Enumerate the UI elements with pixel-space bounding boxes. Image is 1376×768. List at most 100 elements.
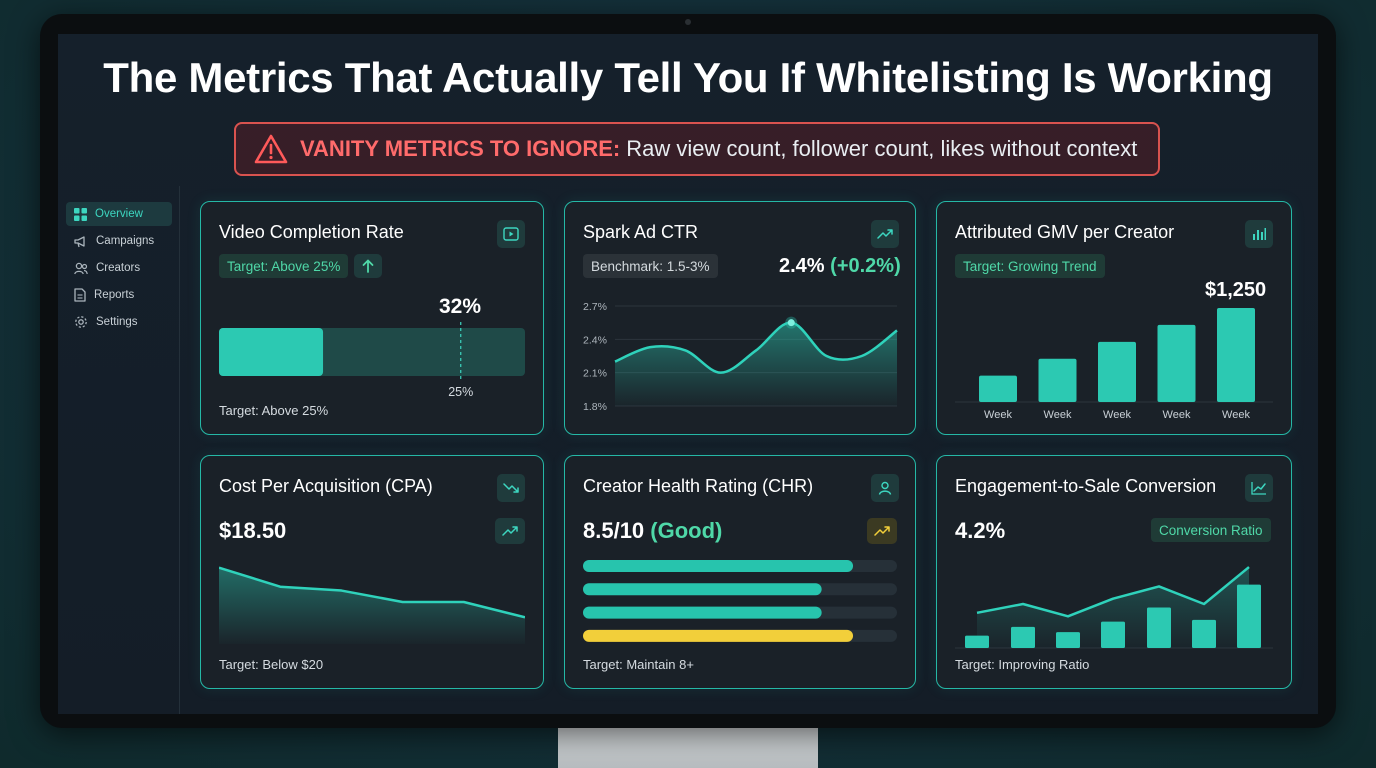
y-tick-label: 1.8% — [583, 401, 607, 413]
cpa-value: $18.50 — [219, 518, 287, 543]
sidebar-item-label: Campaigns — [96, 235, 155, 247]
user-icon — [878, 481, 892, 495]
document-icon — [74, 288, 86, 302]
gmv-value: $1,250 — [1205, 279, 1267, 301]
card-title: Attributed GMV per Creator — [955, 222, 1175, 242]
target-marker-label: 25% — [448, 385, 473, 399]
card-title: Video Completion Rate — [219, 222, 404, 242]
ctr-area — [615, 322, 897, 406]
grid-icon — [74, 207, 87, 221]
trend-up-icon — [874, 526, 890, 536]
card-title: Spark Ad CTR — [583, 222, 699, 242]
x-tick-label: Week — [1044, 409, 1072, 421]
card-title: Engagement-to-Sale Conversion — [955, 476, 1217, 496]
x-tick-label: Week — [1222, 409, 1250, 421]
x-tick-label: Week — [1103, 409, 1131, 421]
bar — [1147, 607, 1171, 648]
card-spark-ad-ctr: Spark Ad CTR Benchmark: 1.5-3% 2.4% (+0.… — [564, 201, 916, 435]
card-footer: Target: Maintain 8+ — [583, 657, 694, 672]
completion-value: 32% — [439, 295, 482, 318]
card-engagement-to-sale: Engagement-to-Sale Conversion 4.2% Conve… — [936, 455, 1292, 689]
chr-status: (Good) — [650, 518, 723, 543]
bar — [1098, 341, 1136, 402]
trend-indicator — [867, 518, 897, 544]
target-pill: Target: Growing Trend — [955, 254, 1105, 278]
target-pill: Target: Above 25% — [219, 254, 349, 278]
chr-bar-fill — [583, 606, 822, 619]
progress-fill — [219, 328, 324, 376]
bar — [979, 375, 1017, 402]
bar — [1011, 626, 1035, 648]
cpa-area-chart — [219, 566, 525, 644]
alert-lead: VANITY METRICS TO IGNORE: — [300, 136, 621, 161]
card-creator-health-rating: Creator Health Rating (CHR) 8.5/10 (Good… — [564, 455, 916, 689]
arrow-up-icon — [362, 259, 374, 273]
sidebar-item-label: Settings — [96, 316, 138, 328]
bar — [1056, 632, 1080, 648]
sidebar-item-campaigns[interactable]: Campaigns — [66, 229, 172, 253]
conversion-value: 4.2% — [955, 518, 1006, 543]
conversion-series-line — [976, 566, 1250, 618]
chr-bar-fill — [583, 629, 854, 642]
sidebar: Overview Campaigns Creators R — [58, 186, 180, 714]
bar — [1101, 621, 1125, 648]
monitor-stand — [558, 726, 818, 768]
card-footer: Target: Improving Ratio — [955, 657, 1090, 672]
conversion-area — [977, 567, 1249, 648]
ctr-value: 2.4% — [779, 255, 825, 277]
sidebar-item-overview[interactable]: Overview — [66, 202, 172, 226]
sidebar-item-reports[interactable]: Reports — [66, 283, 172, 307]
bar — [1038, 358, 1077, 402]
chr-value: 8.5/10 — [583, 518, 645, 543]
webcam-icon — [685, 19, 691, 25]
chr-bar-fill — [583, 583, 822, 596]
sidebar-item-label: Overview — [95, 208, 143, 220]
vanity-metrics-alert: VANITY METRICS TO IGNORE: Raw view count… — [234, 122, 1160, 176]
sidebar-item-settings[interactable]: Settings — [66, 310, 172, 334]
sidebar-item-creators[interactable]: Creators — [66, 256, 172, 280]
megaphone-icon — [74, 235, 85, 247]
cpa-area — [219, 567, 525, 644]
card-attributed-gmv: Attributed GMV per Creator Target: Growi… — [936, 201, 1292, 435]
bar-chart-icon-button[interactable] — [1245, 220, 1273, 248]
bar — [1237, 584, 1261, 648]
trend-up-icon — [877, 229, 893, 239]
arrow-up-indicator — [354, 254, 382, 278]
bar — [1192, 619, 1216, 648]
bar-chart-icon — [1253, 228, 1266, 240]
y-tick-label: 2.7% — [583, 301, 607, 313]
sidebar-item-label: Reports — [94, 289, 135, 301]
ctr-delta: (+0.2%) — [830, 255, 901, 277]
users-icon — [74, 262, 88, 274]
play-icon — [503, 227, 519, 241]
dashboard-screen: The Metrics That Actually Tell You If Wh… — [58, 34, 1318, 714]
trend-indicator — [495, 518, 525, 544]
completion-progress-bar: 25% — [219, 322, 525, 399]
user-icon-button[interactable] — [871, 474, 899, 502]
sidebar-item-label: Creators — [96, 262, 141, 274]
gmv-bar-chart: Week Week Week Week Week — [955, 308, 1273, 421]
x-tick-label: Week — [984, 409, 1012, 421]
ctr-series-line — [614, 321, 898, 374]
trend-down-icon-button[interactable] — [497, 474, 525, 502]
card-cost-per-acquisition: Cost Per Acquisition (CPA) $18.50 Target… — [200, 455, 544, 689]
line-chart-icon — [1251, 482, 1266, 495]
card-footer: Target: Above 25% — [219, 403, 329, 418]
x-tick-label: Week — [1163, 409, 1191, 421]
chr-progress-bars — [583, 560, 897, 642]
gear-icon — [75, 316, 87, 328]
card-footer: Target: Below $20 — [219, 657, 324, 672]
conversion-combo-chart — [955, 566, 1273, 649]
y-tick-label: 2.1% — [583, 368, 607, 380]
line-chart-icon-button[interactable] — [1245, 474, 1273, 502]
trend-down-icon — [503, 483, 519, 493]
warning-triangle-icon — [254, 134, 288, 164]
trend-up-icon — [502, 526, 518, 536]
trend-icon-button[interactable] — [871, 220, 899, 248]
bar — [1217, 308, 1255, 402]
y-tick-label: 2.4% — [583, 334, 607, 346]
cpa-series-line — [219, 566, 525, 619]
play-icon-button[interactable] — [497, 220, 525, 248]
highlight-point — [787, 319, 795, 327]
bar — [965, 635, 989, 648]
